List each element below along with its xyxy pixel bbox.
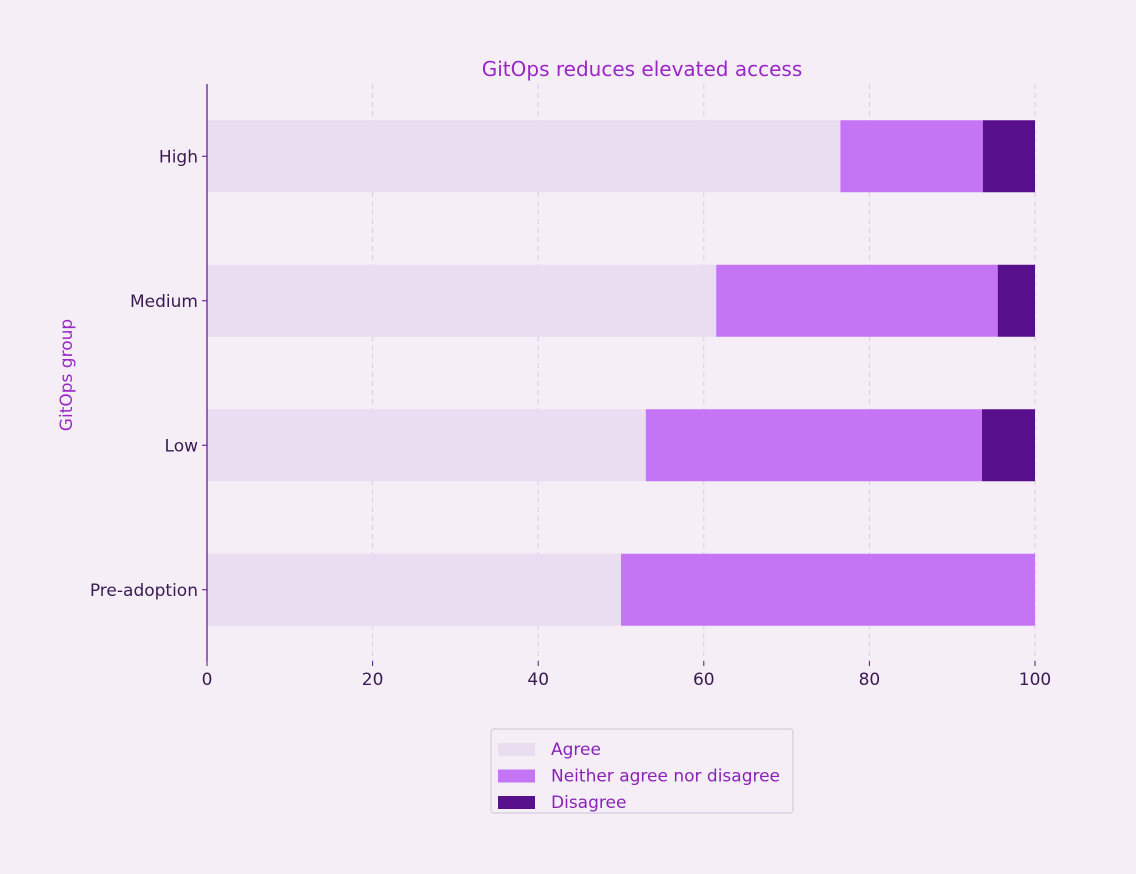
bar-segment-disagree — [997, 264, 1035, 337]
y-axis-label: GitOps group — [57, 319, 77, 431]
bar-segment-disagree — [982, 409, 1035, 482]
bar-segment-agree — [207, 120, 841, 193]
legend[interactable]: Agree Neither agree nor disagree Disagree — [490, 728, 794, 814]
bar-segment-agree — [207, 409, 646, 482]
bars-layer — [207, 120, 1035, 626]
y-tick-label: Low — [165, 436, 199, 456]
y-tick-label: High — [159, 147, 198, 167]
bar-segment-agree — [207, 553, 621, 626]
legend-swatch-agree[interactable] — [498, 743, 535, 756]
legend-swatch-neither-agree-nor-disagree[interactable] — [498, 769, 535, 783]
bar-segment-neither-agree-nor-disagree — [645, 409, 983, 482]
legend-label-agree[interactable]: Agree — [551, 740, 601, 760]
x-tick-label: 60 — [693, 670, 715, 690]
bar-segment-neither-agree-nor-disagree — [840, 120, 983, 193]
chart-title: GitOps reduces elevated access — [482, 57, 803, 81]
legend-label-neither-agree-nor-disagree[interactable]: Neither agree nor disagree — [551, 767, 780, 787]
bar-segment-neither-agree-nor-disagree — [716, 264, 998, 337]
bar-segment-agree — [207, 264, 717, 337]
y-tick-label: Pre-adoption — [90, 581, 198, 601]
x-tick-label: 40 — [527, 670, 549, 690]
y-tick-label: Medium — [130, 292, 198, 312]
legend-box — [490, 728, 794, 814]
legend-label-disagree[interactable]: Disagree — [551, 793, 626, 813]
legend-swatch-disagree[interactable] — [498, 796, 535, 809]
x-tick-label: 20 — [362, 670, 384, 690]
axis-layer: 0 20 40 60 80 100 High Medium Low Pre-adoption — [90, 84, 1051, 690]
x-tick-label: 80 — [859, 670, 881, 690]
x-tick-label: 100 — [1019, 670, 1051, 690]
x-tick-label: 0 — [202, 670, 213, 690]
bar-segment-disagree — [982, 120, 1035, 193]
bar-segment-neither-agree-nor-disagree — [621, 553, 1035, 626]
